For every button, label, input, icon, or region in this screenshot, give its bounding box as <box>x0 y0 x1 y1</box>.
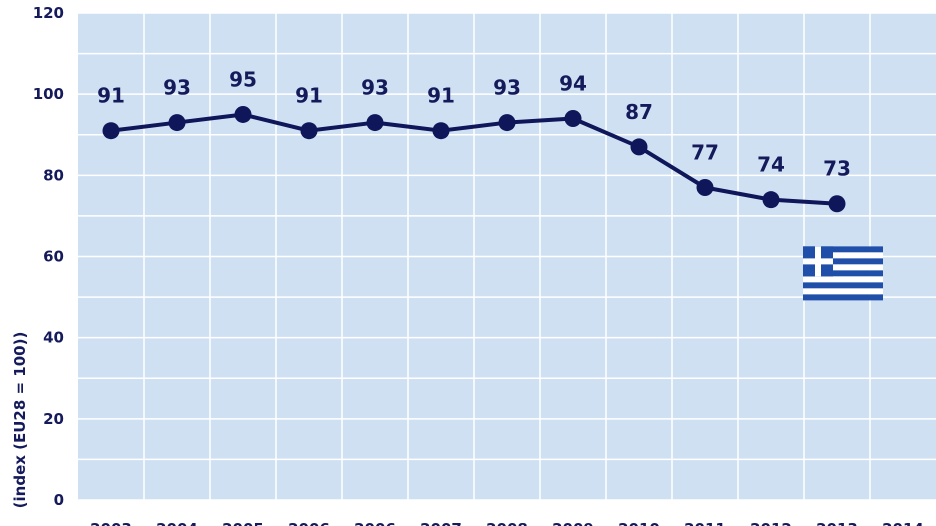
data-point <box>630 138 648 156</box>
series-layer <box>102 105 846 213</box>
data-point <box>102 122 120 140</box>
series-line <box>110 112 838 206</box>
y-tick-label: 100 <box>33 85 64 103</box>
data-labels: 91 93 95 91 93 91 93 94 87 77 74 73 <box>97 67 851 180</box>
y-tick-label: 60 <box>43 248 64 266</box>
y-tick-label: 80 <box>43 166 64 184</box>
data-label: 93 <box>361 76 389 100</box>
x-tick-label: 2009 <box>552 520 594 526</box>
data-point <box>300 122 318 140</box>
x-tick-label: 2004 <box>156 520 198 526</box>
data-point <box>564 110 582 128</box>
x-tick-label: 2007 <box>420 520 462 526</box>
data-label: 77 <box>691 141 719 165</box>
data-point <box>762 191 780 209</box>
x-tick-label: 2012 <box>750 520 792 526</box>
y-tick-label: 40 <box>43 329 64 347</box>
x-tick-label: 2003 <box>90 520 132 526</box>
x-tick-label: 2010 <box>618 520 660 526</box>
x-tick-label: 2006 <box>288 520 330 526</box>
data-label: 93 <box>163 76 191 100</box>
y-tick-label: 0 <box>54 491 64 509</box>
data-point <box>498 114 516 132</box>
data-point <box>432 122 450 140</box>
data-point <box>696 179 714 197</box>
x-tick-label: 2011 <box>684 520 726 526</box>
data-label: 95 <box>229 67 257 91</box>
data-label: 87 <box>625 100 653 124</box>
y-axis-label: (index (EU28 = 100)) <box>11 332 29 509</box>
x-tick-label: 2013 <box>816 520 858 526</box>
data-label: 91 <box>295 84 323 108</box>
data-point <box>234 105 252 123</box>
x-tick-label: 2005 <box>222 520 264 526</box>
data-label: 73 <box>823 157 851 181</box>
data-label: 93 <box>493 76 521 100</box>
x-tick-label: 2006 <box>354 520 396 526</box>
data-label: 91 <box>97 84 125 108</box>
data-label: 91 <box>427 84 455 108</box>
greece-flag-icon <box>803 246 883 301</box>
data-label: 74 <box>757 153 785 177</box>
x-tick-label: 2014 <box>882 520 924 526</box>
grid-lines <box>78 12 936 501</box>
y-tick-label: 120 <box>33 4 64 22</box>
x-axis-ticks: 2003 2004 2005 2006 2006 2007 2008 2009 2010 2011… <box>90 520 924 526</box>
x-tick-label: 2008 <box>486 520 528 526</box>
data-point <box>828 195 846 213</box>
data-point <box>168 114 186 132</box>
y-tick-label: 20 <box>43 410 64 428</box>
data-point <box>366 114 384 132</box>
data-label: 94 <box>559 72 587 96</box>
y-axis-ticks: 0 20 40 60 80 100 120 <box>33 4 64 509</box>
